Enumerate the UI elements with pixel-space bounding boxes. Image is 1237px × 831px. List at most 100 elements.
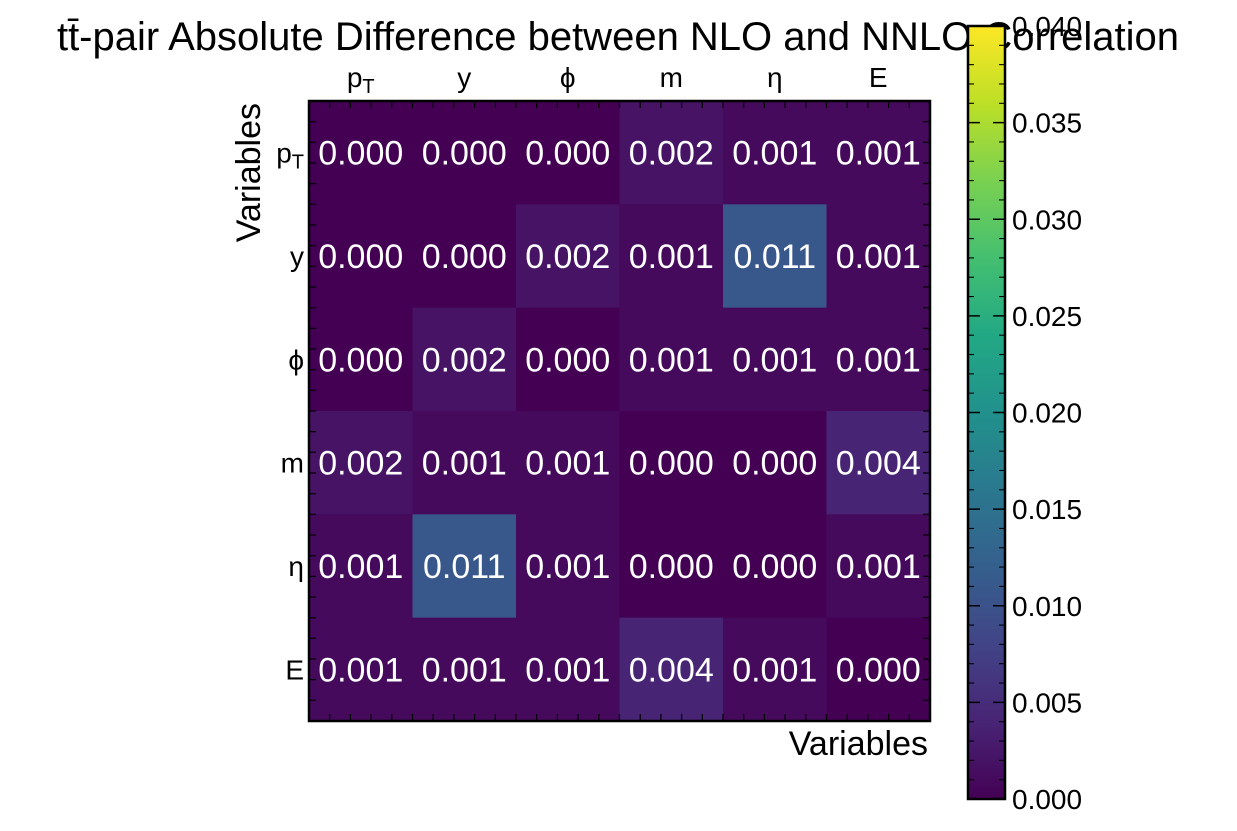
x-tick-label: pT bbox=[347, 62, 375, 98]
heatmap-cell bbox=[826, 617, 931, 722]
heatmap-cell bbox=[723, 617, 828, 722]
cell-value-label: 0.000 bbox=[732, 445, 817, 483]
cell-value-label: 0.001 bbox=[732, 651, 817, 689]
colorbar-tick-label: 0.035 bbox=[1012, 108, 1082, 139]
cell-value-label: 0.001 bbox=[422, 445, 507, 483]
heatmap-cell bbox=[412, 617, 517, 722]
colorbar-tick-label: 0.000 bbox=[1012, 784, 1082, 815]
cell-value-label: 0.000 bbox=[422, 135, 507, 173]
heatmap-cell bbox=[412, 514, 517, 619]
heatmap-cell bbox=[309, 617, 414, 722]
cell-value-label: 0.001 bbox=[629, 341, 714, 379]
heatmap-cell bbox=[826, 411, 931, 515]
cell-value-label: 0.001 bbox=[525, 548, 610, 586]
cell-value-label: 0.001 bbox=[836, 548, 921, 586]
chart-title: tt̄-pair Absolute Difference between NLO… bbox=[57, 15, 1179, 59]
cell-value-label: 0.000 bbox=[732, 548, 817, 586]
cell-value-label: 0.000 bbox=[629, 445, 714, 483]
heatmap-cell bbox=[723, 411, 828, 515]
cell-value-label: 0.002 bbox=[629, 135, 714, 173]
heatmap-cell bbox=[412, 307, 517, 412]
y-tick-label: η bbox=[288, 551, 304, 582]
heatmap-cell bbox=[412, 411, 517, 515]
heatmap-cell bbox=[619, 307, 724, 412]
heatmap-cell bbox=[723, 204, 828, 309]
heatmap-cell bbox=[309, 514, 414, 619]
heatmap-cell bbox=[516, 204, 621, 309]
x-tick-label: E bbox=[869, 62, 888, 93]
heatmap-cell bbox=[619, 617, 724, 722]
heatmap-cell bbox=[412, 204, 517, 309]
x-tick-labels: pT y ϕ m η E bbox=[347, 62, 888, 98]
y-tick-label: m bbox=[281, 448, 304, 479]
heatmap-cell bbox=[619, 411, 724, 515]
cell-value-label: 0.001 bbox=[836, 238, 921, 276]
heatmap-cell-labels: 0.000 0.000 0.000 0.002 0.001 0.001 0.000 0.000… bbox=[318, 135, 921, 690]
cell-value-label: 0.001 bbox=[836, 341, 921, 379]
heatmap-cell bbox=[826, 514, 931, 619]
heatmap-cell bbox=[412, 101, 517, 205]
cell-value-label: 0.001 bbox=[836, 135, 921, 173]
cell-value-label: 0.001 bbox=[318, 548, 403, 586]
heatmap-cell bbox=[516, 411, 621, 515]
cell-value-label: 0.000 bbox=[318, 238, 403, 276]
heatmap-cell bbox=[619, 101, 724, 205]
cell-value-label: 0.000 bbox=[525, 135, 610, 173]
cell-value-label: 0.000 bbox=[422, 238, 507, 276]
heatmap-cell bbox=[619, 204, 724, 309]
x-tick-label: m bbox=[660, 62, 683, 93]
cell-value-label: 0.001 bbox=[732, 341, 817, 379]
heatmap-cells bbox=[309, 101, 931, 722]
cell-value-label: 0.004 bbox=[836, 445, 921, 483]
cell-value-label: 0.011 bbox=[423, 548, 506, 586]
cell-value-label: 0.000 bbox=[525, 341, 610, 379]
x-axis-label: Variables bbox=[789, 725, 928, 763]
cell-value-label: 0.000 bbox=[836, 651, 921, 689]
heatmap-cell bbox=[826, 307, 931, 412]
cell-value-label: 0.001 bbox=[732, 135, 817, 173]
heatmap-cell bbox=[309, 204, 414, 309]
cell-value-label: 0.000 bbox=[629, 548, 714, 586]
colorbar-tick-label: 0.015 bbox=[1012, 494, 1082, 525]
colorbar-tick-label: 0.025 bbox=[1012, 301, 1082, 332]
cell-value-label: 0.002 bbox=[525, 238, 610, 276]
heatmap-cell bbox=[723, 307, 828, 412]
heatmap-cell bbox=[309, 307, 414, 412]
cell-value-label: 0.011 bbox=[733, 238, 816, 276]
heatmap-cell bbox=[309, 411, 414, 515]
colorbar-ticks: 0.000 0.005 0.010 0.015 0.020 0.025 0.030 0.035… bbox=[968, 11, 1082, 815]
plot-minor-ticks bbox=[309, 101, 930, 721]
heatmap-cell bbox=[826, 204, 931, 309]
heatmap-cell bbox=[516, 617, 621, 722]
cell-value-label: 0.002 bbox=[318, 445, 403, 483]
cell-value-label: 0.000 bbox=[318, 135, 403, 173]
colorbar-tick-label: 0.030 bbox=[1012, 204, 1082, 235]
heatmap-cell bbox=[619, 514, 724, 619]
y-tick-labels: pT y ϕ m η E bbox=[276, 138, 304, 686]
colorbar-tick-label: 0.020 bbox=[1012, 398, 1082, 429]
heatmap-cell bbox=[826, 101, 931, 205]
cell-value-label: 0.001 bbox=[525, 445, 610, 483]
y-tick-label: ϕ bbox=[288, 344, 304, 375]
heatmap-cell bbox=[723, 514, 828, 619]
colorbar-tick-label: 0.010 bbox=[1012, 591, 1082, 622]
y-tick-label: y bbox=[290, 241, 304, 272]
cell-value-label: 0.002 bbox=[422, 341, 507, 379]
x-tick-label: y bbox=[457, 62, 471, 93]
x-tick-label: η bbox=[767, 62, 783, 93]
cell-value-label: 0.001 bbox=[422, 651, 507, 689]
colorbar-tick-label: 0.040 bbox=[1012, 11, 1082, 42]
x-tick-label: ϕ bbox=[560, 62, 576, 93]
cell-value-label: 0.001 bbox=[629, 238, 714, 276]
heatmap-cell bbox=[516, 514, 621, 619]
heatmap-cell bbox=[309, 101, 414, 205]
cell-value-label: 0.000 bbox=[318, 341, 403, 379]
y-axis-label: Variables bbox=[230, 103, 268, 242]
heatmap-cell bbox=[516, 307, 621, 412]
cell-value-label: 0.001 bbox=[318, 651, 403, 689]
y-tick-label: pT bbox=[276, 138, 304, 174]
y-tick-label: E bbox=[285, 654, 304, 685]
heatmap-cell bbox=[723, 101, 828, 205]
